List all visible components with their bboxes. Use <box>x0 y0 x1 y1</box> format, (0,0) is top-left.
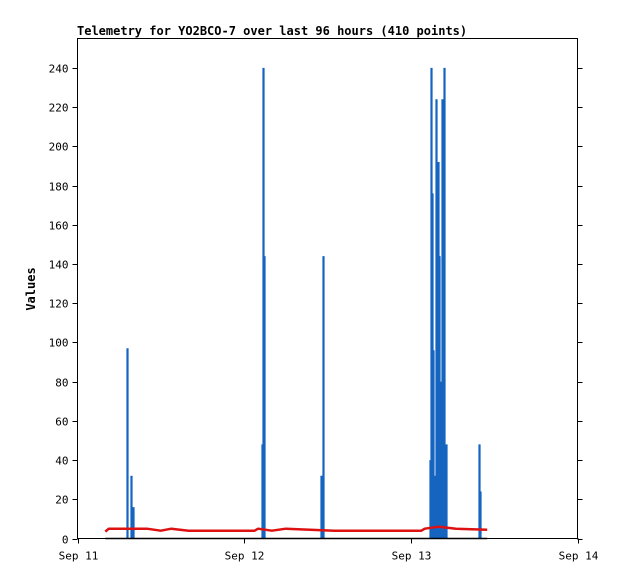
x-tick-label: Sep 11 <box>59 550 99 563</box>
y-tick-label: 100 <box>49 337 69 350</box>
y-tick-label: 140 <box>49 259 69 272</box>
x-tick-label: Sep 13 <box>392 550 432 563</box>
plot-frame <box>77 38 578 539</box>
y-tick-label: 200 <box>49 141 69 154</box>
y-tick-label: 180 <box>49 181 69 194</box>
y-tick-label: 20 <box>55 494 68 507</box>
x-tick-label: Sep 12 <box>225 550 265 563</box>
y-tick-label: 240 <box>49 63 69 76</box>
series-layer <box>104 67 488 540</box>
y-tick-label: 220 <box>49 102 69 115</box>
y-tick-label: 120 <box>49 298 69 311</box>
series-line <box>104 525 488 533</box>
series-1 <box>104 525 488 533</box>
y-tick-label: 40 <box>55 455 68 468</box>
y-tick-label: 160 <box>49 220 69 233</box>
y-tick-label: 0 <box>62 534 69 547</box>
x-tick-label: Sep 14 <box>559 550 599 563</box>
y-axis: 0 20 40 60 80 100 120 140 160 180 200 220 240 <box>49 63 583 547</box>
y-tick-label: 80 <box>55 377 68 390</box>
y-tick-label: 60 <box>55 416 68 429</box>
x-axis: Sep 11 Sep 12 Sep 13 Sep 14 <box>59 538 599 563</box>
chart-title: Telemetry for YO2BCO-7 over last 96 hour… <box>77 24 467 38</box>
y-axis-label: Values <box>24 267 38 310</box>
